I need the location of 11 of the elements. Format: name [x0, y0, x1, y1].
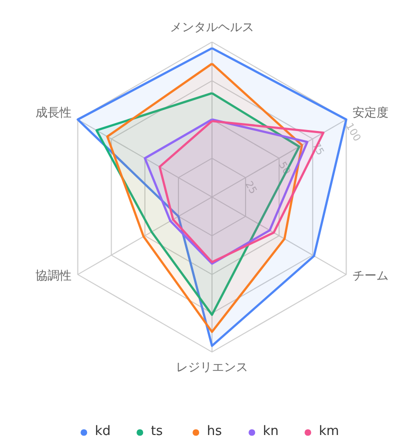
legend-label: hs	[206, 424, 223, 439]
spoke-label: チーム	[352, 268, 388, 282]
spoke-label: 協調性	[36, 268, 72, 282]
spoke-label: メンタルヘルス	[170, 20, 254, 34]
spoke-label: 安定度	[352, 106, 388, 120]
legend-label: ts	[150, 424, 164, 439]
legend-label: kn	[262, 424, 280, 439]
legend-label: kd	[94, 424, 112, 439]
spoke-label: 成長性	[36, 106, 72, 120]
spoke-label: レジリエンス	[176, 360, 248, 374]
legend-label: km	[318, 424, 340, 439]
